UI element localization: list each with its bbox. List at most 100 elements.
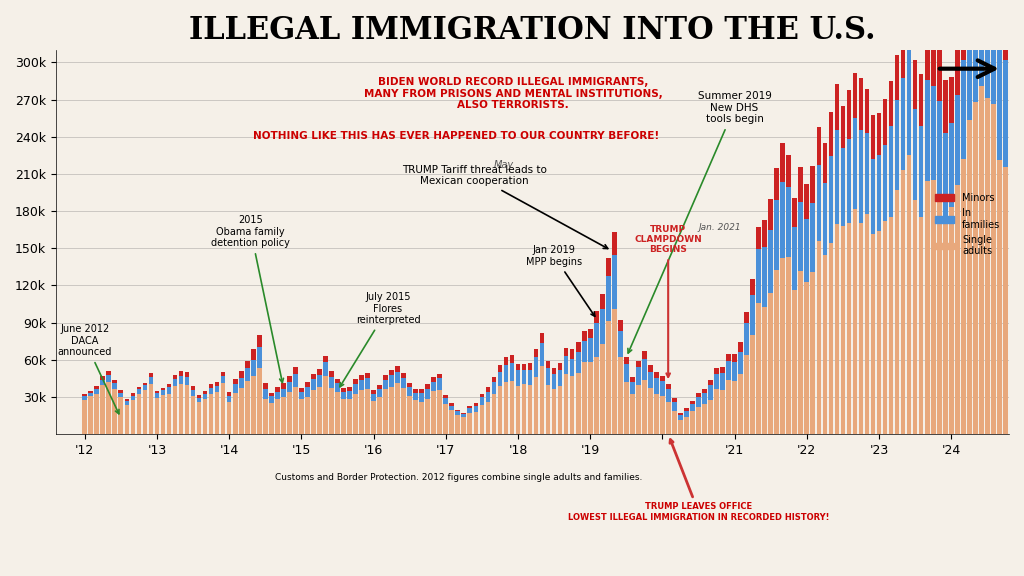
Bar xyxy=(912,200,918,434)
Bar xyxy=(106,382,112,434)
Bar xyxy=(822,183,827,255)
Bar xyxy=(877,113,882,155)
Bar xyxy=(841,148,845,226)
Bar xyxy=(173,378,177,386)
Bar xyxy=(738,342,743,351)
Bar xyxy=(805,282,809,434)
Bar xyxy=(768,229,773,293)
Bar xyxy=(450,406,454,411)
Bar xyxy=(82,393,87,396)
Bar xyxy=(588,362,593,434)
Bar xyxy=(383,375,388,380)
Bar xyxy=(311,380,315,390)
Bar xyxy=(401,373,406,378)
Bar xyxy=(546,368,551,385)
Bar xyxy=(690,404,695,411)
Bar xyxy=(485,392,490,401)
Bar xyxy=(588,338,593,362)
Bar xyxy=(317,369,322,375)
Bar xyxy=(100,385,105,434)
Bar xyxy=(726,380,731,434)
Bar xyxy=(907,44,911,156)
Bar xyxy=(889,217,893,434)
Legend: Minors, In
families, Single
adults: Minors, In families, Single adults xyxy=(931,190,1005,260)
Bar xyxy=(793,226,797,290)
Bar xyxy=(516,386,520,434)
Bar xyxy=(617,320,623,331)
Bar xyxy=(870,115,876,159)
Bar xyxy=(257,335,261,347)
Bar xyxy=(106,375,112,382)
Bar xyxy=(901,25,905,78)
Bar xyxy=(859,130,863,223)
Bar xyxy=(534,377,539,434)
Bar xyxy=(450,403,454,406)
Bar xyxy=(582,331,587,340)
Bar xyxy=(372,401,376,434)
Bar xyxy=(973,103,978,434)
Bar xyxy=(510,355,514,363)
Bar xyxy=(437,391,442,434)
Bar xyxy=(690,411,695,434)
Bar xyxy=(324,357,328,362)
Bar xyxy=(215,385,219,392)
Bar xyxy=(317,387,322,434)
Bar xyxy=(636,367,641,385)
Bar xyxy=(757,303,761,434)
Bar xyxy=(136,389,141,395)
Bar xyxy=(534,357,539,377)
Bar xyxy=(317,375,322,387)
Bar xyxy=(714,389,719,434)
Bar xyxy=(462,414,466,418)
Bar xyxy=(263,399,267,434)
Bar xyxy=(329,388,334,434)
Bar xyxy=(751,335,755,434)
Bar xyxy=(564,348,568,356)
Bar xyxy=(125,405,129,434)
Bar xyxy=(136,387,141,389)
Bar xyxy=(226,396,231,402)
Bar xyxy=(203,392,208,394)
Bar xyxy=(540,366,545,434)
Bar xyxy=(606,276,610,321)
Bar xyxy=(985,98,989,434)
Bar xyxy=(226,402,231,434)
Bar xyxy=(642,359,647,380)
Text: June 2012
DACA
announced: June 2012 DACA announced xyxy=(57,324,119,414)
Bar xyxy=(617,331,623,357)
Bar xyxy=(786,257,792,434)
Bar xyxy=(702,389,707,393)
Bar xyxy=(305,382,309,387)
Bar xyxy=(654,378,658,394)
Bar xyxy=(504,365,508,382)
Bar xyxy=(702,404,707,434)
Bar xyxy=(847,223,851,434)
Bar xyxy=(816,165,821,241)
Bar xyxy=(456,411,460,415)
Bar xyxy=(738,374,743,434)
Bar xyxy=(287,376,292,382)
Bar xyxy=(883,98,888,145)
Text: Jan. 2021: Jan. 2021 xyxy=(698,223,741,232)
Bar xyxy=(281,382,286,389)
Bar xyxy=(768,199,773,229)
Bar xyxy=(997,0,1001,41)
Bar xyxy=(479,393,484,397)
Bar xyxy=(552,368,556,374)
Bar xyxy=(209,384,213,388)
Bar xyxy=(401,388,406,434)
Bar xyxy=(335,392,340,434)
Bar xyxy=(510,363,514,381)
Bar xyxy=(232,393,238,434)
Bar xyxy=(178,384,183,434)
Bar xyxy=(624,357,629,364)
Bar xyxy=(527,370,532,385)
Bar xyxy=(799,271,803,434)
Bar xyxy=(383,389,388,434)
Bar xyxy=(805,219,809,282)
Bar xyxy=(130,393,135,396)
Bar xyxy=(389,387,394,434)
Bar xyxy=(197,397,202,402)
Bar xyxy=(239,378,244,388)
Bar xyxy=(190,386,196,390)
